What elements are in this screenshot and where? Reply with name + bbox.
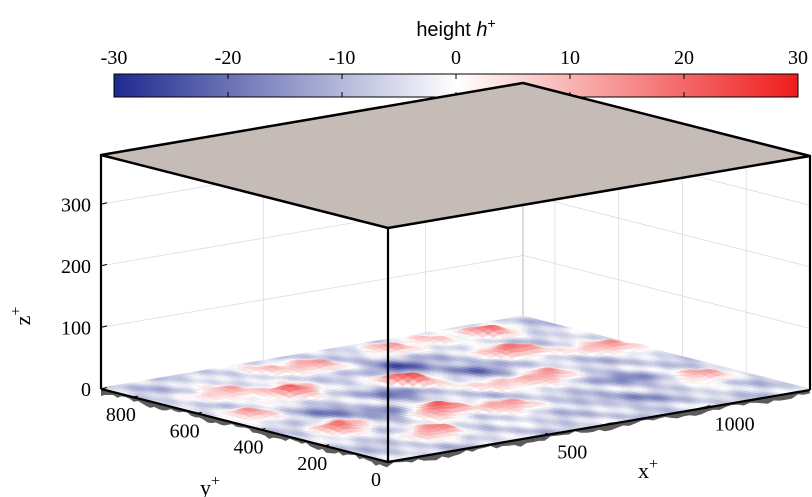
z-tick (100, 202, 108, 205)
z-tick (100, 325, 108, 328)
y-tick-label: 200 (297, 453, 327, 475)
colorbar-ticks: -30 -20 -10 0 10 20 30 (101, 47, 808, 97)
y-tick-label: 0 (371, 469, 381, 491)
z-tick-label: 0 (81, 379, 91, 401)
top-wall (99, 81, 812, 230)
y-tick (260, 428, 266, 431)
colorbar-tick-label: -10 (329, 47, 356, 69)
y-tick (196, 411, 202, 414)
y-tick (324, 444, 330, 447)
surface-cell (799, 387, 811, 390)
y-tick (132, 395, 138, 398)
colorbar-tick-label: -20 (215, 47, 242, 69)
z-tick-label: 300 (61, 194, 91, 216)
top-wall-surface (99, 81, 812, 230)
colorbar-label: height h+ (416, 15, 495, 41)
z-tick (100, 263, 108, 267)
x-axis-label: x+ (638, 456, 658, 483)
x-tick (707, 405, 713, 408)
axis-titles: z+ y+ x+ (8, 307, 658, 497)
rough-surface (100, 315, 811, 462)
box-edge-front (387, 388, 811, 464)
colorbar-tick-label: 10 (560, 47, 580, 69)
y-tick-label: 800 (106, 404, 136, 426)
colorbar-tick-label: 20 (674, 47, 694, 69)
colorbar-tick-label: 30 (788, 47, 808, 69)
axis-ticks: 0 100 200 300 0 200 400 600 800 500 1000 (61, 194, 755, 491)
plot-axes: 0 100 200 300 0 200 400 600 800 500 1000 z+ y+ x+ (8, 81, 812, 497)
y-tick-label: 400 (233, 437, 263, 459)
x-tick-label: 500 (557, 441, 587, 463)
z-axis-label: z+ (8, 307, 35, 326)
x-tick (545, 432, 551, 435)
y-axis-label: y+ (200, 473, 220, 497)
front-edges (99, 155, 812, 464)
colorbar-tick-label: -30 (101, 47, 128, 69)
box-edge-front (100, 387, 389, 464)
grid-line-z (100, 255, 811, 329)
y-tick-label: 600 (170, 420, 200, 442)
z-tick-label: 200 (61, 256, 91, 278)
colorbar: height h+ -30 -20 -10 0 10 20 30 (101, 15, 808, 98)
colorbar-tick-label: 0 (451, 47, 461, 69)
y-tick (387, 460, 394, 463)
z-tick (100, 387, 108, 390)
z-tick-label: 100 (61, 317, 91, 339)
x-tick-label: 1000 (715, 414, 755, 436)
